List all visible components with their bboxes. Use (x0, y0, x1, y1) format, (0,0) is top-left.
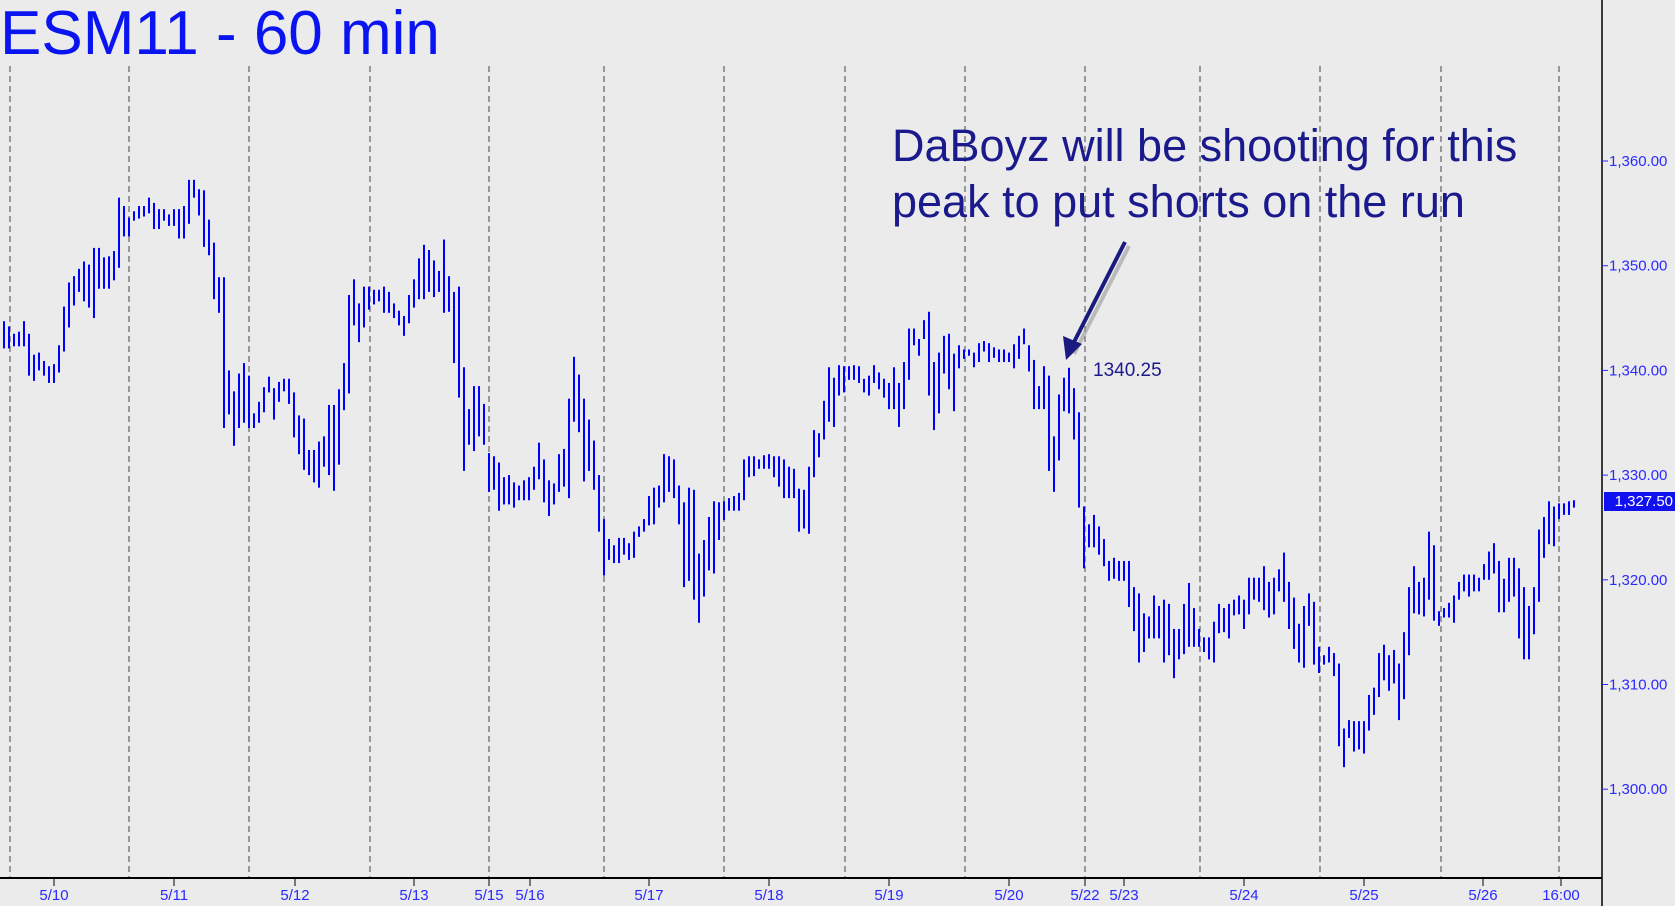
annotation-arrow (1063, 241, 1131, 360)
x-tick-label: 5/15 (474, 887, 503, 904)
x-tick-label: 5/16 (515, 887, 544, 904)
annotation-line-1: DaBoyz will be shooting for this (892, 120, 1518, 171)
last-price-marker: 1,327.50 (1604, 492, 1675, 511)
y-tick-label: 1,360.00 (1609, 153, 1667, 170)
x-tick-label: 5/17 (634, 887, 663, 904)
x-tick-label: 5/22 (1070, 887, 1099, 904)
y-tick-label: 1,310.00 (1609, 677, 1667, 694)
time-axis: 5/10 5/11 5/12 5/13 5/15 5/16 5/17 5/18 5/19 5/20… (39, 878, 1580, 904)
x-tick-label: 5/10 (39, 887, 68, 904)
peak-price-label: 1340.25 (1093, 360, 1162, 381)
x-tick-label: 5/24 (1229, 887, 1258, 904)
x-tick-label: 5/12 (280, 887, 309, 904)
x-tick-label: 5/20 (994, 887, 1023, 904)
x-tick-label: 5/13 (399, 887, 428, 904)
chart-annotation: DaBoyz will be shooting for this peak to… (892, 118, 1517, 230)
y-tick-label: 1,340.00 (1609, 362, 1667, 379)
x-tick-label: 5/26 (1468, 887, 1497, 904)
price-bars (3, 179, 1575, 768)
x-tick-label: 5/11 (160, 887, 188, 904)
x-tick-label: 5/23 (1109, 887, 1138, 904)
x-tick-label: 5/25 (1349, 887, 1378, 904)
x-tick-label: 5/18 (754, 887, 783, 904)
y-tick-label: 1,320.00 (1609, 572, 1667, 589)
chart-title: ESM11 - 60 min (0, 0, 440, 68)
annotation-line-2: peak to put shorts on the run (892, 176, 1465, 227)
price-axis: 1,300.00 1,310.00 1,320.00 1,330.00 1,340.00… (1602, 153, 1667, 798)
y-tick-label: 1,350.00 (1609, 258, 1667, 275)
y-tick-label: 1,300.00 (1609, 781, 1667, 798)
x-tick-label: 16:00 (1542, 887, 1580, 904)
y-tick-label: 1,330.00 (1609, 467, 1667, 484)
x-tick-label: 5/19 (874, 887, 903, 904)
